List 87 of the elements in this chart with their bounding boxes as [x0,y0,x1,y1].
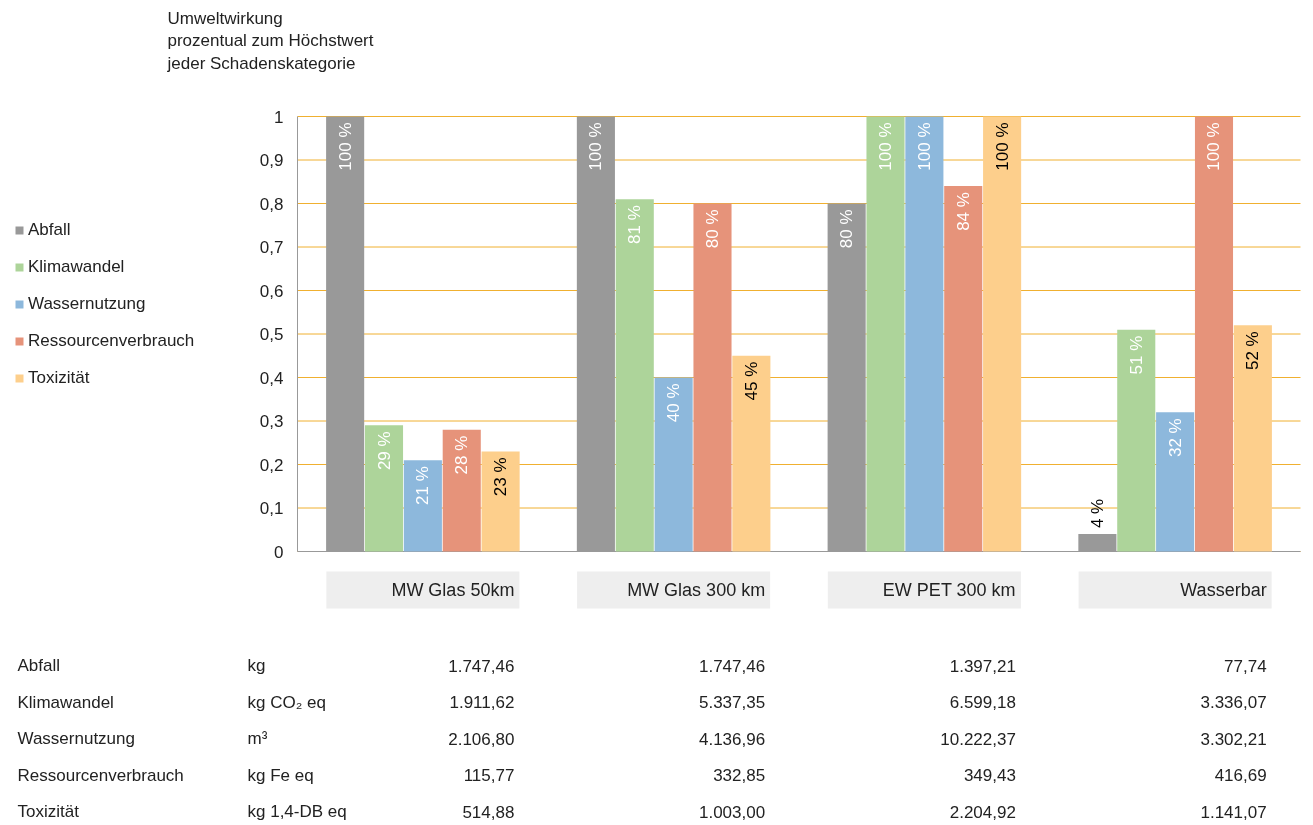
data-label: 23 % [491,457,511,497]
data-label: 100 % [914,122,934,171]
bar [364,425,404,552]
y-tick-label: 0,3 [259,412,284,431]
text: 416,69 [1214,766,1267,785]
legend-label: Wassernutzung [28,294,146,314]
bar [983,116,1022,552]
y-tick-label: 0,6 [259,281,284,301]
text: m³ [247,729,268,748]
text: kg Fe eq [247,765,314,785]
text: 3.336,07 [1200,693,1267,712]
data-label: 40 % [664,383,684,423]
x-tick-label: Wasserbar [1180,579,1267,600]
data-label: 80 % [837,209,857,249]
text: 2.204,92 [949,802,1016,822]
data-label: 51 % [1126,335,1146,375]
text: 6.599,18 [949,693,1016,712]
data-label: 84 % [953,192,973,231]
data-label: 100 % [1204,122,1224,171]
bar [442,429,481,552]
bar [1233,325,1272,552]
y-tick-label: 1 [274,107,284,127]
text: Ressourcenverbrauch [17,765,184,785]
legend-label: Ressourcenverbrauch [28,331,195,351]
data-label: 29 % [374,431,394,471]
data-label: 32 % [1165,418,1185,458]
bar [693,203,732,552]
bar [866,116,905,552]
text: kg CO₂ eq [247,692,326,712]
text: 1.747,46 [448,656,515,676]
text: 349,43 [963,766,1016,785]
bar [481,451,520,552]
data-label: 52 % [1243,331,1263,371]
text: 77,74 [1224,656,1267,676]
bar [905,116,944,552]
text: 2.106,80 [448,729,515,749]
text: kg 1,4-DB eq [247,802,347,821]
x-tick-label: MW Glas 300 km [627,579,766,600]
text: 1.141,07 [1200,802,1267,822]
data-label: 100 % [876,122,896,171]
y-tick-label: 0,7 [259,238,284,257]
bar [403,460,442,552]
legend-label: Toxizität [28,368,90,388]
data-label: 4 % [1087,498,1107,529]
data-label: 45 % [741,361,761,401]
data-label: 21 % [413,466,433,505]
bar [944,186,983,552]
text: 10.222,37 [940,729,1016,749]
text: Klimawandel [17,692,114,712]
text: 115,77 [463,766,515,785]
text: 3.302,21 [1200,729,1267,749]
bar [615,199,654,552]
text: 4.136,96 [698,729,766,749]
text: Toxizität [17,802,80,821]
y-tick-label: 0,2 [259,455,284,475]
y-tick-label: 0,8 [259,194,284,214]
text: 1.397,21 [949,656,1016,676]
y-tick-label: 0,4 [259,368,284,388]
y-tick-label: 0,1 [259,499,284,518]
text: 514,88 [462,802,515,822]
legend-label: Abfall [28,220,71,240]
y-tick-label: 0,9 [259,151,284,170]
data-label: 100 % [992,122,1012,171]
data-label: 80 % [702,209,722,249]
text: Abfall [17,656,61,675]
bar [1117,329,1156,552]
data-label: 100 % [586,122,606,171]
y-axis-title: Umweltwirkung prozentual zum Höchstwert jeder Schadenskategorie [166,8,374,74]
bar [732,355,771,552]
text: kg [247,656,266,675]
text: 1.911,62 [449,693,515,712]
y-tick-label: 0 [274,542,284,562]
bar [1194,116,1234,552]
data-label: 28 % [452,435,472,475]
text: 5.337,35 [698,693,766,712]
x-tick-label: EW PET 300 km [882,579,1016,600]
text: 332,85 [713,766,766,785]
text: 1.747,46 [698,656,766,676]
bar [1156,412,1195,552]
data-label: 81 % [625,205,645,244]
bar [654,377,693,552]
y-tick-label: 0,5 [259,325,284,344]
data-label: 100 % [335,122,355,171]
legend-label: Klimawandel [28,257,125,277]
text: 1.003,00 [698,802,766,822]
text: Wassernutzung [17,729,135,748]
x-tick-label: MW Glas 50km [391,579,515,600]
